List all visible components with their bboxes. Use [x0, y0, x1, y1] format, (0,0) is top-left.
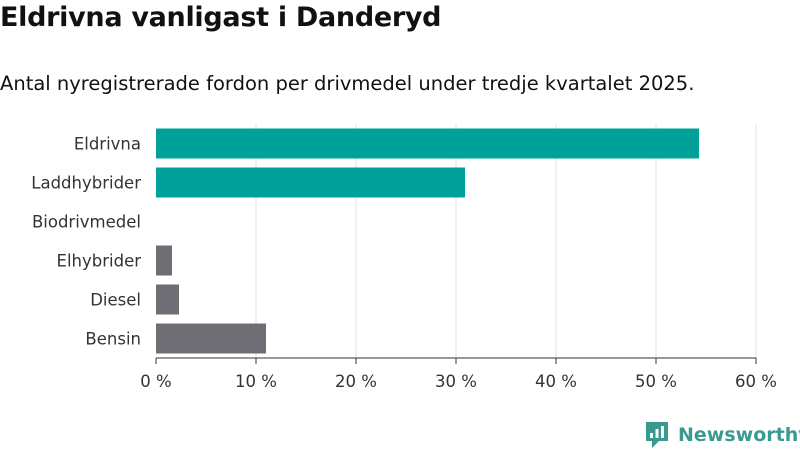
x-tick-label: 50 % [635, 372, 677, 391]
x-tick-label: 10 % [235, 372, 277, 391]
category-label: Eldrivna [74, 135, 141, 154]
x-tick-label: 60 % [735, 372, 777, 391]
newsworthy-logo: Newsworthy [644, 420, 800, 450]
bar [156, 284, 179, 315]
bar [156, 323, 266, 354]
x-tick-label: 0 % [140, 372, 171, 391]
category-label: Bensin [85, 330, 141, 349]
x-tick-label: 20 % [335, 372, 377, 391]
bar [156, 245, 172, 276]
category-label: Biodrivmedel [32, 213, 141, 232]
x-tick-label: 40 % [535, 372, 577, 391]
bar [156, 128, 699, 159]
chart-title: Eldrivna vanligast i Danderyd [0, 2, 442, 33]
chart-subtitle: Antal nyregistrerade fordon per drivmede… [0, 72, 695, 95]
bar [156, 167, 465, 198]
category-label: Elhybrider [57, 252, 142, 271]
x-tick-label: 30 % [435, 372, 477, 391]
newsworthy-logo-icon [646, 422, 668, 448]
category-label: Laddhybrider [31, 174, 141, 193]
category-label: Diesel [90, 291, 141, 310]
newsworthy-wordmark: Newsworthy [678, 424, 800, 446]
